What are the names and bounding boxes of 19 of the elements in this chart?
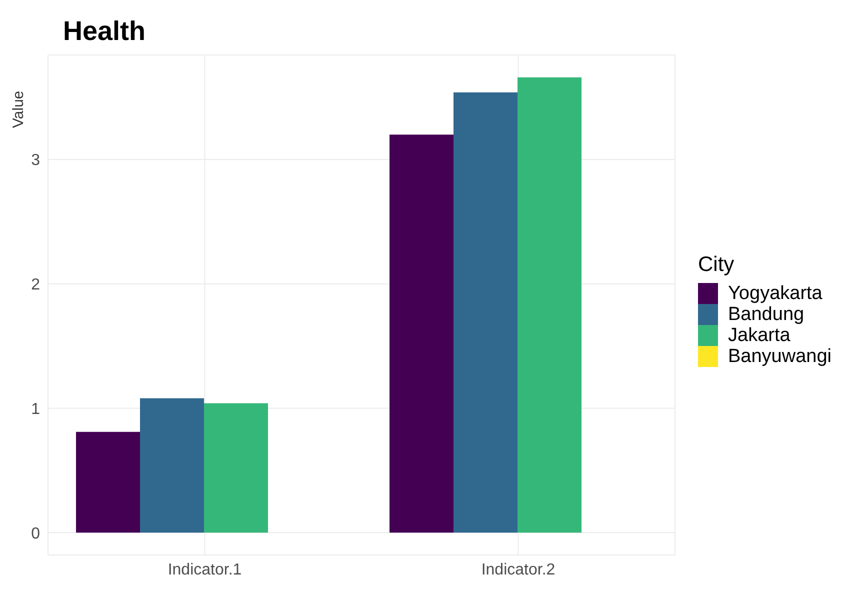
legend-label: Yogyakarta bbox=[728, 282, 822, 304]
bar bbox=[204, 403, 268, 533]
x-tick-label: Indicator.2 bbox=[481, 561, 556, 578]
y-axis-title: Value bbox=[10, 90, 27, 128]
bar bbox=[140, 398, 204, 533]
y-tick-label: 2 bbox=[31, 276, 40, 294]
y-tick-label: 3 bbox=[31, 152, 40, 170]
legend-title: City bbox=[698, 253, 736, 277]
legend-label: Bandung bbox=[728, 304, 804, 326]
y-tick-label: 0 bbox=[31, 525, 40, 542]
bar bbox=[454, 92, 518, 533]
bar bbox=[76, 432, 140, 533]
x-tick-label: Indicator.1 bbox=[168, 561, 242, 578]
legend-label: Banyuwangi bbox=[728, 346, 832, 368]
bar bbox=[518, 77, 582, 533]
chart-title: Health bbox=[63, 16, 146, 47]
bar bbox=[390, 134, 454, 533]
legend-label: Jakarta bbox=[728, 324, 790, 346]
y-tick-label: 1 bbox=[31, 400, 40, 418]
